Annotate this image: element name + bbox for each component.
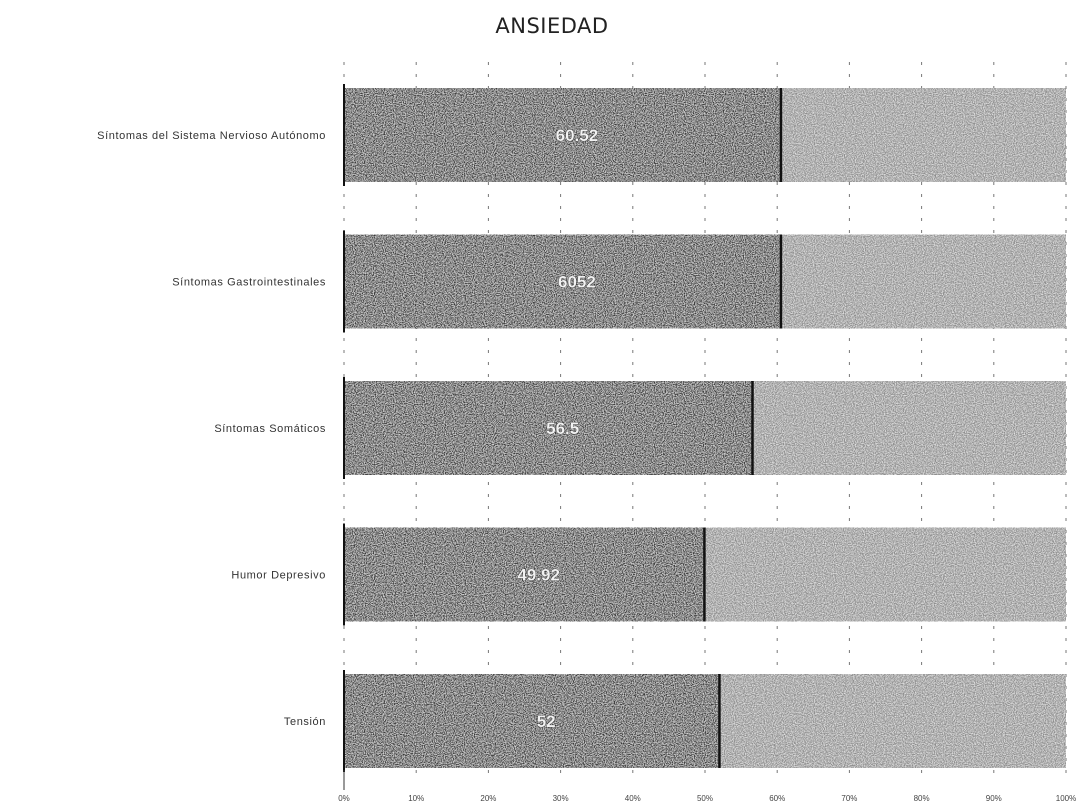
bar-segment: [344, 88, 781, 182]
bar-segment: [780, 88, 1066, 182]
x-tick-label: 40%: [625, 794, 641, 803]
bar-segment: [344, 234, 781, 329]
bar-segment: [344, 381, 753, 475]
data-label: 49.92: [517, 566, 560, 585]
bar-segment: [344, 527, 705, 622]
bars: [343, 84, 1066, 772]
value-labels: 60.52 6052 56.5 49.92 52: [517, 126, 599, 732]
bar-segment: [752, 381, 1066, 475]
category-label: Humor Depresivo: [231, 570, 326, 582]
x-tick-label: 50%: [697, 794, 713, 803]
category-labels: Síntomas del Sistema Nervioso Autónomo Sí…: [97, 130, 326, 728]
x-tick-label: 60%: [769, 794, 785, 803]
category-label: Síntomas del Sistema Nervioso Autónomo: [97, 130, 326, 142]
chart-title: ANSIEDAD: [495, 14, 608, 38]
x-tick-label: 100%: [1056, 794, 1076, 803]
bar-segment: [344, 674, 720, 768]
data-label: 6052: [558, 273, 596, 292]
x-tick-label: 70%: [841, 794, 857, 803]
x-tick-label: 30%: [553, 794, 569, 803]
bar-segment: [704, 527, 1066, 622]
x-tick-label: 90%: [986, 794, 1002, 803]
data-label: 60.52: [556, 126, 599, 145]
x-axis: 0% 10% 20% 30% 40% 50% 60% 70% 80% 90% 100%: [338, 770, 1076, 803]
x-tick-label: 10%: [408, 794, 424, 803]
category-label: Síntomas Somáticos: [214, 423, 326, 435]
x-tick-label: 20%: [480, 794, 496, 803]
data-label: 56.5: [546, 419, 579, 438]
x-tick-label: 0%: [338, 794, 350, 803]
category-label: Síntomas Gastrointestinales: [172, 277, 326, 289]
data-label: 52: [537, 712, 556, 731]
x-tick-label: 80%: [914, 794, 930, 803]
bar-segment: [780, 234, 1066, 329]
bar-segment: [719, 674, 1066, 768]
category-label: Tensión: [284, 716, 326, 728]
